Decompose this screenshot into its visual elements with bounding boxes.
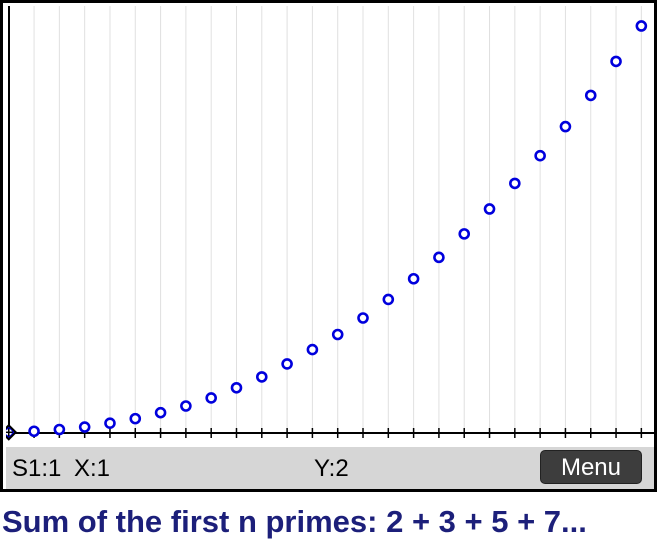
- cursor-diamond: [6, 423, 18, 441]
- data-point: [610, 55, 622, 68]
- data-point: [433, 251, 445, 264]
- data-point: [104, 417, 116, 429]
- data-point: [180, 400, 192, 412]
- data-point: [129, 412, 142, 425]
- vertical-grid: [8, 6, 642, 433]
- data-point: [534, 149, 546, 162]
- data-point: [407, 272, 420, 285]
- calculator-screen: S1:1 X:1 Y:2 Menu: [0, 0, 657, 492]
- data-point: [509, 177, 521, 190]
- data-point: [53, 423, 66, 436]
- data-point: [28, 425, 40, 438]
- caption: Sum of the first n primes: 2 + 3 + 5 + 7…: [2, 504, 587, 539]
- data-point: [78, 421, 91, 433]
- data-point: [483, 203, 496, 215]
- data-point: [635, 20, 648, 32]
- data-point: [306, 343, 319, 356]
- x-axis: [6, 6, 657, 438]
- x-readout: X:1: [74, 455, 111, 482]
- y-readout: Y:2: [314, 455, 349, 482]
- scatter-plot[interactable]: [6, 6, 657, 447]
- data-point: [357, 312, 369, 324]
- data-point: [382, 293, 395, 306]
- data-point: [255, 371, 268, 383]
- point-label: S1:1: [12, 455, 62, 482]
- data-point: [281, 358, 293, 370]
- data-point: [154, 406, 167, 419]
- data-point: [458, 228, 471, 240]
- data-points: [6, 20, 648, 439]
- data-point: [230, 381, 243, 394]
- menu-button[interactable]: Menu: [540, 450, 642, 484]
- data-point: [205, 392, 217, 404]
- trace-cursor: [6, 423, 18, 441]
- data-point: [331, 328, 344, 341]
- data-point: [584, 89, 597, 102]
- data-point: [559, 120, 572, 133]
- status-bar: S1:1 X:1 Y:2 Menu: [6, 447, 654, 489]
